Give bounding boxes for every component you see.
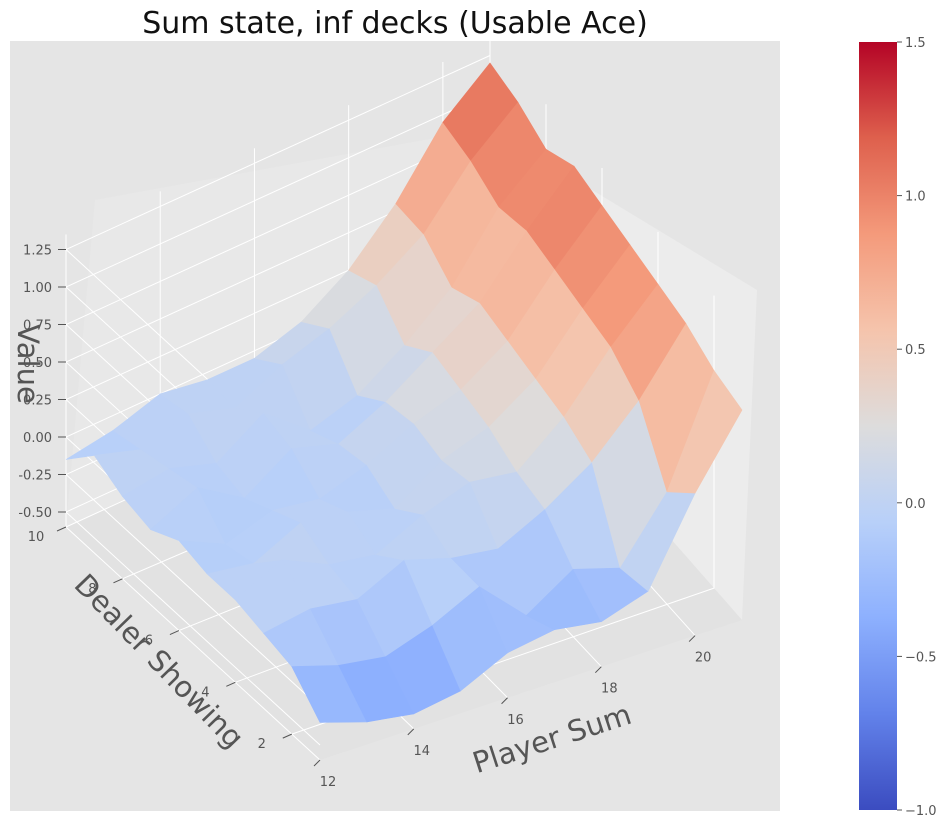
y-tick-mark	[113, 578, 123, 584]
surface	[65, 62, 743, 723]
x-tick-mark	[407, 728, 415, 736]
colorbar-tick-label: 0.5	[905, 343, 926, 358]
chart-title: Sum state, inf decks (Usable Ace)	[142, 6, 648, 41]
z-tick-label: -0.25	[18, 469, 52, 484]
y-tick-label: 10	[28, 530, 45, 545]
z-tick-label: -0.50	[18, 506, 52, 521]
y-tick-mark	[282, 733, 292, 739]
y-tick-mark	[226, 681, 236, 687]
surface-face	[666, 369, 743, 494]
colorbar-tick-label: 0.0	[905, 497, 926, 512]
colorbar-tick-label: −1.0	[905, 804, 937, 819]
y-tick-label: 6	[145, 634, 153, 649]
y-tick-mark	[169, 630, 180, 636]
x-tick-label: 12	[320, 775, 337, 790]
y-tick-label: 8	[88, 582, 96, 597]
z-axis-label: Value	[11, 324, 45, 404]
z-tick-label: 1.00	[23, 281, 52, 296]
z-tick-label: 0.00	[23, 431, 52, 446]
axis-ticks: 12 14 16 18 20 2 4 6 8 10 -0.50 -0.25 0.00 0.25 0.50 0.…	[18, 244, 711, 791]
colorbar-tick-label: 1.0	[905, 190, 926, 205]
colorbar: −1.0 −0.5 0.0 0.5 1.0 1.5	[859, 36, 937, 819]
x-tick-mark	[313, 759, 321, 767]
colorbar-ticks: −1.0 −0.5 0.0 0.5 1.0 1.5	[897, 36, 937, 819]
z-tick-label: 0.25	[23, 394, 52, 409]
y-tick-label: 4	[201, 685, 209, 700]
x-tick-mark	[501, 697, 508, 705]
z-tick-label: 0.75	[23, 319, 52, 334]
x-tick-label: 20	[695, 651, 712, 666]
x-tick-label: 18	[601, 682, 618, 697]
z-tick-label: 1.25	[23, 244, 52, 259]
y-tick-label: 2	[258, 737, 266, 752]
colorbar-tick-label: 1.5	[905, 36, 926, 51]
x-tick-label: 16	[507, 713, 524, 728]
colorbar-gradient	[859, 42, 897, 810]
x-tick-mark	[688, 635, 696, 642]
colorbar-tick-label: −0.5	[905, 650, 937, 665]
y-tick-mark	[56, 526, 67, 532]
x-tick-mark	[594, 666, 602, 674]
z-tick-label: 0.50	[23, 356, 52, 371]
x-tick-label: 14	[414, 744, 431, 759]
